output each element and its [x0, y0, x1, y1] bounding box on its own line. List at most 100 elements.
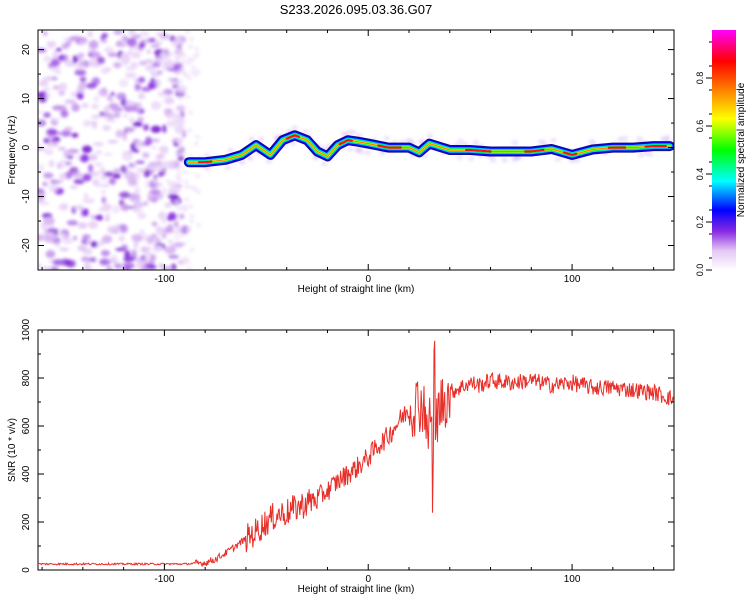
- colorbar-tick-label: 0.4: [695, 168, 705, 181]
- noise-speckle: [87, 30, 94, 38]
- noise-speckle: [173, 220, 179, 228]
- ridge-halo: [383, 136, 390, 141]
- noise-speckle: [38, 234, 44, 242]
- noise-speckle: [112, 168, 121, 175]
- noise-speckle: [182, 71, 188, 76]
- noise-speckle: [173, 126, 179, 131]
- noise-speckle: [106, 94, 113, 101]
- noise-speckle: [180, 151, 186, 156]
- ridge-halo: [417, 139, 424, 144]
- y-tick-label: 600: [21, 417, 32, 434]
- noise-speckle: [133, 107, 142, 113]
- noise-speckle: [176, 167, 182, 172]
- noise-speckle: [157, 211, 167, 220]
- noise-speckle: [149, 255, 156, 265]
- noise-speckle: [168, 112, 179, 119]
- noise-speckle: [82, 264, 92, 270]
- noise-speckle: [58, 203, 68, 211]
- x-tick-label: -100: [154, 574, 174, 585]
- y-tick-label: -20: [21, 238, 32, 253]
- ridge-halo: [622, 136, 628, 141]
- noise-speckle: [94, 150, 103, 155]
- noise-speckle: [195, 52, 201, 57]
- noise-speckle: [92, 178, 100, 187]
- noise-speckle: [145, 59, 154, 63]
- spectrogram-frame: [37, 29, 675, 271]
- noise-speckle: [65, 161, 72, 166]
- noise-speckle: [194, 46, 200, 51]
- noise-speckle: [157, 173, 163, 177]
- noise-speckle: [173, 242, 185, 247]
- noise-speckle: [151, 61, 161, 68]
- ridge-halo: [574, 158, 581, 163]
- ridge-halo: [204, 166, 211, 171]
- noise-speckle: [70, 171, 83, 178]
- y-tick-label: 20: [21, 44, 32, 56]
- noise-speckle: [121, 55, 131, 64]
- ridge-halo: [426, 133, 433, 138]
- spectrogram-ylabel: Frequency (Hz): [7, 116, 18, 185]
- ridge-peak: [285, 134, 300, 140]
- noise-speckle: [120, 97, 127, 107]
- noise-speckle: [130, 249, 138, 254]
- noise-speckle: [45, 250, 56, 259]
- ridge-halo: [258, 136, 265, 141]
- noise-speckle: [38, 163, 45, 173]
- ridge-halo: [511, 157, 518, 162]
- noise-speckle: [177, 79, 183, 84]
- noise-speckle: [113, 30, 123, 35]
- noise-speckle: [131, 234, 143, 242]
- noise-speckle: [38, 201, 50, 206]
- ridge-halo: [291, 125, 298, 130]
- noise-speckle: [79, 76, 87, 83]
- noise-speckle: [187, 226, 192, 231]
- noise-speckle: [129, 117, 135, 124]
- noise-speckle: [190, 70, 196, 74]
- noise-speckle: [133, 208, 139, 213]
- snr-series: [38, 340, 674, 567]
- y-tick-label: 1000: [21, 318, 32, 341]
- noise-speckle: [44, 148, 54, 156]
- y-tick-label: 800: [21, 369, 32, 386]
- noise-speckle: [95, 214, 104, 221]
- noise-speckle: [177, 226, 183, 231]
- ridge-halo: [227, 147, 234, 152]
- colorbar-tick-label: 0.2: [695, 216, 705, 229]
- noise-speckle: [175, 41, 180, 46]
- noise-speckle: [88, 164, 94, 173]
- noise-speckle: [130, 61, 139, 69]
- noise-speckle: [46, 41, 57, 47]
- noise-speckle: [52, 85, 61, 90]
- noise-speckle: [92, 120, 98, 130]
- noise-speckle: [108, 177, 117, 185]
- ridge-halo: [239, 160, 246, 165]
- noise-speckle: [120, 202, 127, 211]
- noise-speckle: [151, 236, 162, 244]
- noise-speckle: [88, 214, 95, 218]
- noise-speckle: [192, 187, 198, 192]
- colorbar-tick-label: 0.0: [695, 264, 705, 277]
- noise-speckle: [144, 136, 153, 146]
- colorbar-label: Normalized spectral amplitude: [736, 82, 747, 217]
- noise-speckle: [99, 258, 111, 266]
- y-tick-label: -10: [21, 189, 32, 204]
- noise-speckle: [63, 126, 73, 132]
- ridge-peak: [644, 145, 667, 148]
- y-tick-label: 10: [21, 93, 32, 105]
- noise-speckle: [167, 212, 177, 221]
- noise-speckle: [82, 173, 92, 182]
- noise-speckle: [142, 152, 150, 159]
- noise-speckle: [189, 37, 194, 41]
- noise-speckle: [100, 249, 111, 257]
- noise-speckle: [170, 80, 181, 85]
- noise-speckle: [55, 48, 62, 52]
- noise-speckle: [112, 204, 120, 214]
- noise-speckle: [100, 190, 107, 195]
- noise-speckle: [139, 30, 150, 38]
- noise-speckle: [179, 233, 185, 238]
- noise-speckle: [60, 110, 69, 118]
- noise-speckle: [176, 212, 182, 217]
- spectrogram-xlabel: Height of straight line (km): [298, 284, 415, 295]
- ridge-halo: [541, 140, 548, 145]
